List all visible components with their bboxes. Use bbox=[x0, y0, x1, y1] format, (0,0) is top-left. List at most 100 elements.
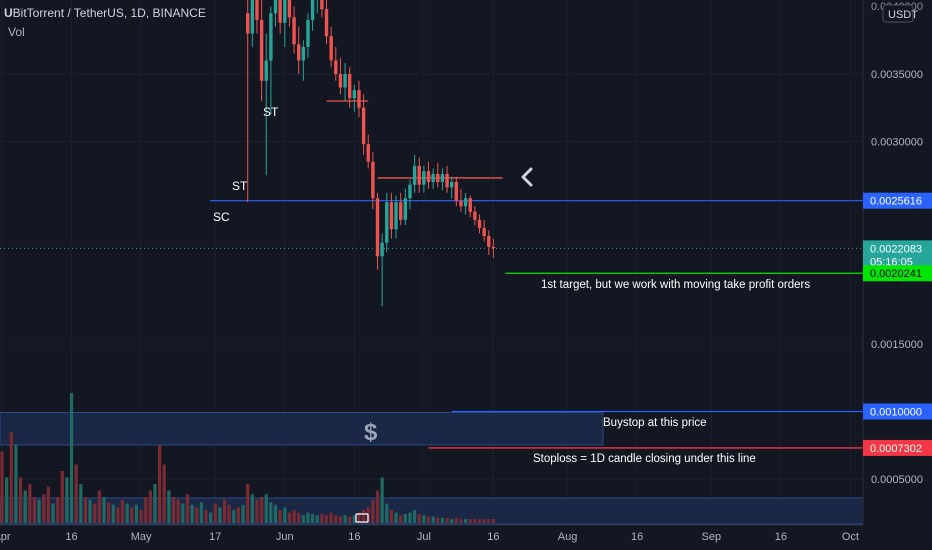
volume-bar bbox=[171, 497, 176, 523]
volume-bar bbox=[348, 516, 352, 523]
candle-body bbox=[417, 165, 421, 185]
volume-bar bbox=[403, 513, 407, 523]
volume-bar bbox=[9, 432, 13, 523]
volume-bar bbox=[260, 497, 264, 523]
volume-bar bbox=[264, 494, 268, 523]
price-axis[interactable]: 0.00400000.00350000.00300000.00150000.00… bbox=[862, 0, 932, 525]
volume-bar bbox=[167, 490, 171, 523]
symbol-header[interactable]: UBitTorrent / TetherUS, 1D, BINANCE bbox=[4, 6, 206, 20]
candle-body bbox=[269, 13, 273, 61]
candle-body bbox=[454, 182, 459, 201]
volume-bar bbox=[343, 515, 347, 523]
volume-bar bbox=[69, 393, 74, 523]
x-tick-label: 16 bbox=[65, 531, 77, 543]
price-tag-stoploss-bg bbox=[863, 439, 932, 456]
volume-bar bbox=[93, 503, 97, 523]
volume-bar bbox=[144, 497, 148, 523]
label-st-low: ST bbox=[232, 179, 248, 193]
volume-bar bbox=[125, 503, 129, 523]
candle-body bbox=[334, 60, 338, 74]
candle-body bbox=[343, 74, 347, 88]
volume-bar bbox=[487, 519, 491, 523]
candle-body bbox=[459, 200, 463, 207]
y-tick-label: 0.0005000 bbox=[871, 474, 923, 486]
stoploss-note: Stoploss = 1D candle closing under this … bbox=[533, 453, 756, 465]
volume-bar bbox=[473, 519, 477, 523]
x-tick-label: 16 bbox=[631, 531, 643, 543]
candle-body bbox=[287, 0, 292, 18]
currency-badge[interactable] bbox=[882, 4, 914, 23]
volume-bar bbox=[246, 484, 250, 523]
volume-label: Vol bbox=[8, 25, 25, 39]
candle-body bbox=[398, 202, 403, 220]
annotations-layer: SC ST ST 1st target, but we work with movin… bbox=[213, 105, 810, 523]
candle-body bbox=[449, 182, 454, 188]
volume-bar bbox=[464, 519, 468, 523]
candle-body bbox=[394, 202, 398, 230]
volume-bar bbox=[306, 512, 310, 523]
label-st-high: ST bbox=[263, 105, 279, 119]
candle-body bbox=[463, 198, 468, 207]
volume-bar bbox=[213, 503, 217, 523]
volume-bar bbox=[426, 516, 431, 523]
volume-bar bbox=[287, 512, 292, 523]
label-sc: SC bbox=[213, 210, 230, 224]
volume-bar bbox=[18, 477, 23, 523]
volume-bar bbox=[102, 497, 106, 523]
candle-body bbox=[426, 171, 431, 182]
buy-zone bbox=[0, 412, 604, 446]
candle-body bbox=[408, 184, 412, 199]
volume-bar bbox=[278, 510, 282, 523]
volume-bar bbox=[130, 507, 134, 523]
candle-body bbox=[310, 0, 315, 21]
volume-bar bbox=[371, 499, 375, 523]
price-tag-stoploss-label: 0.0007302 bbox=[870, 443, 922, 455]
candle-body bbox=[320, 0, 324, 10]
volume-bar bbox=[111, 504, 115, 523]
x-tick-label: Aug bbox=[558, 531, 578, 543]
volume-bar bbox=[297, 512, 301, 523]
time-axis[interactable]: Apr 16 May 17 Jun 16 Jul 16 Aug 16 Sep 16 Oct bbox=[0, 524, 932, 550]
y-tick-label: 0.0030000 bbox=[871, 137, 923, 149]
volume-bar bbox=[204, 510, 208, 523]
x-tick-label: 16 bbox=[348, 531, 360, 543]
volume-bar bbox=[311, 513, 315, 523]
candle-body bbox=[389, 202, 394, 230]
volume-bar bbox=[385, 503, 389, 523]
volume-bar bbox=[389, 510, 394, 523]
volume-bar bbox=[482, 519, 486, 523]
volume-bar bbox=[116, 507, 120, 523]
y-tick-label: 0.0015000 bbox=[871, 339, 923, 351]
y-tick-label: 0.0035000 bbox=[871, 69, 923, 81]
volume-bar bbox=[153, 484, 157, 523]
volume-bar bbox=[0, 451, 4, 523]
x-tick-label: 16 bbox=[775, 531, 787, 543]
chevron-left-icon[interactable] bbox=[521, 167, 533, 187]
x-tick-label: 16 bbox=[487, 531, 499, 543]
zones-layer bbox=[0, 412, 864, 525]
volume-bar bbox=[357, 512, 361, 523]
price-tag-current-bg bbox=[863, 240, 932, 269]
candle-body bbox=[468, 198, 472, 212]
volume-bar bbox=[399, 515, 403, 523]
volume-bar bbox=[199, 502, 203, 523]
candle-body bbox=[491, 246, 496, 249]
time-axis-bg bbox=[0, 525, 932, 550]
buy-cursor-icon bbox=[355, 513, 369, 523]
volume-bar bbox=[422, 515, 426, 523]
volume-bar bbox=[32, 497, 37, 523]
volume-bar bbox=[445, 517, 449, 523]
volume-bar bbox=[431, 516, 435, 523]
volume-bar bbox=[450, 519, 454, 523]
volume-bar bbox=[37, 499, 41, 523]
volume-bar bbox=[338, 516, 343, 523]
volume-bar bbox=[120, 499, 125, 523]
candle-body bbox=[292, 17, 296, 45]
volume-bar bbox=[301, 515, 305, 523]
candle-body bbox=[301, 47, 306, 61]
volume-bar bbox=[459, 519, 463, 523]
volume-bar bbox=[222, 499, 227, 523]
volume-bar bbox=[148, 490, 152, 523]
